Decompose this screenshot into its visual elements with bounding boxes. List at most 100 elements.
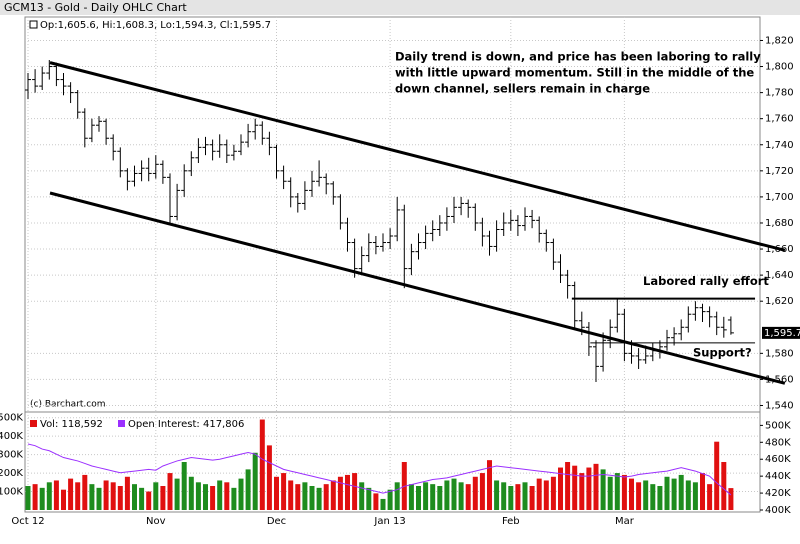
trendline [49, 191, 786, 385]
volume-bar [139, 487, 145, 510]
volume-bar [266, 445, 272, 510]
volume-bar [25, 486, 31, 510]
volume-bar [181, 462, 187, 510]
volume-bar [536, 478, 542, 510]
volume-bar [203, 484, 208, 510]
volume-bar [430, 484, 436, 510]
y-tick-label: 1,680 [765, 218, 794, 229]
y-tick-label: 1,580 [765, 348, 794, 359]
annotation: Daily trend is down, and price has been … [395, 50, 761, 64]
volume-bar [117, 486, 123, 510]
volume-bar [188, 476, 194, 510]
volume-bar [359, 482, 365, 510]
y-tick-label: 1,740 [765, 140, 794, 151]
volume-bar [657, 486, 663, 510]
volume-bar [650, 484, 656, 510]
y-tick-label: 1,540 [765, 400, 794, 411]
y-tick-label: 1,700 [765, 192, 794, 203]
volume-bar [32, 484, 38, 510]
x-tick-label: Feb [502, 516, 520, 527]
volume-bar [685, 480, 691, 510]
y2-tick-label: 500K [765, 420, 791, 431]
y-tick-label: 1,720 [765, 166, 794, 177]
volume-bar [721, 462, 727, 510]
volume-bar [366, 487, 372, 510]
volume-bar [494, 480, 500, 510]
volume-bar [586, 467, 592, 510]
volume-bar [89, 484, 95, 510]
volume-bar [394, 482, 400, 510]
volume-bar [231, 487, 237, 510]
volume-bar [46, 482, 52, 510]
volume-bar [39, 487, 45, 510]
x-tick-label: Dec [267, 516, 286, 527]
y-tick-label: 300K [0, 450, 23, 461]
y2-tick-label: 420K [765, 488, 791, 499]
volume-bar [416, 486, 421, 510]
volume-bar [543, 480, 549, 510]
volume-bar [678, 474, 684, 510]
y-tick-label: 100K [0, 487, 23, 498]
volume-bar [437, 486, 443, 510]
volume-bar [700, 473, 705, 510]
volume-bar [295, 484, 301, 510]
volume-bar [707, 484, 713, 510]
level-label: Labored rally effort [643, 274, 769, 288]
volume-bar [387, 489, 393, 510]
volume-bar [600, 469, 606, 510]
volume-bar [195, 482, 201, 510]
volume-bar [224, 482, 230, 510]
volume-bar [302, 482, 308, 510]
source: (c) Barchart.com [30, 400, 106, 410]
x-tick-label: Nov [146, 516, 166, 527]
y2-tick-label: 400K [765, 505, 791, 516]
y-tick-label: 400K [0, 431, 23, 442]
legend-icon [29, 20, 38, 29]
volume-bar [238, 478, 244, 510]
x-tick-label: Mar [615, 516, 635, 527]
volume-bar [217, 480, 223, 510]
volume-bar [636, 482, 642, 510]
volume-bar [458, 482, 464, 510]
volume-bar [124, 476, 130, 510]
volume-bar [245, 469, 251, 510]
volume-bar [323, 484, 329, 510]
volume-bar [614, 473, 620, 510]
volume-bar [103, 480, 109, 510]
x-tick-label: Jan 13 [373, 516, 405, 527]
annotation: with little upward momentum. Still in th… [395, 66, 754, 80]
volume-bar [593, 463, 599, 510]
y-tick-label: 1,620 [765, 296, 794, 307]
volume-bar [550, 476, 556, 510]
volume-bar [153, 482, 159, 510]
volume-bar [508, 486, 514, 510]
vol-legend-icon [30, 420, 37, 427]
volume-bar [565, 462, 571, 510]
volume-bar [288, 480, 294, 510]
volume-bar [479, 473, 485, 510]
oi-legend-icon [118, 420, 125, 427]
volume-bar [61, 489, 66, 510]
volume-bar [174, 478, 180, 510]
volume-bar [75, 482, 81, 510]
volume-bar [146, 491, 152, 510]
volume-bar [671, 478, 677, 510]
price-legend: Op:1,605.6, Hi:1,608.3, Lo:1,594.3, Cl:1… [40, 20, 271, 31]
volume-bar [629, 478, 634, 510]
volume-bar [337, 476, 343, 510]
volume-bar [167, 473, 173, 510]
x-tick-label: Oct 12 [11, 516, 44, 527]
volume-bar [664, 476, 670, 510]
y-tick-label: 500K [0, 413, 23, 424]
y-tick-label: 1,640 [765, 270, 794, 281]
volume-bar [345, 474, 350, 510]
volume-bar [515, 484, 521, 510]
volume-bar [714, 441, 720, 510]
volume-bar [281, 473, 287, 510]
volume-bar [607, 476, 613, 510]
level-label: Support? [693, 345, 752, 359]
volume-bar [210, 486, 216, 510]
volume-bar [132, 484, 137, 510]
volume-bar [728, 488, 734, 510]
y-tick-label: 1,800 [765, 62, 794, 73]
